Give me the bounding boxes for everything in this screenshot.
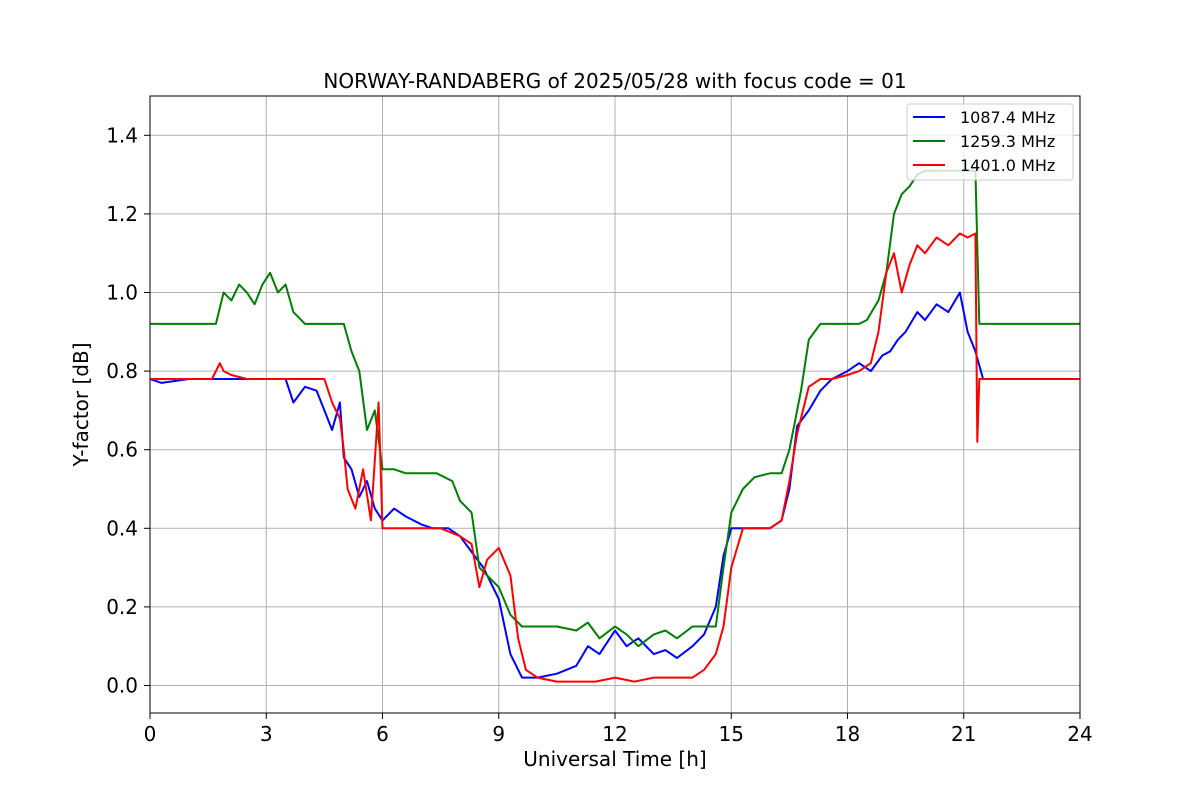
x-tick-label: 24	[1067, 722, 1092, 746]
y-tick-label: 1.0	[106, 280, 138, 304]
y-tick-label: 1.4	[106, 123, 138, 147]
grid	[149, 96, 1081, 713]
legend-label: 1401.0 MHz	[960, 156, 1055, 175]
y-axis-title: Y-factor [dB]	[69, 342, 93, 467]
y-tick-label: 0.4	[106, 516, 138, 540]
x-tick-label: 6	[376, 722, 389, 746]
y-tick-label: 0.6	[106, 438, 138, 462]
x-tick-label: 12	[602, 722, 627, 746]
x-tick-label: 9	[492, 722, 505, 746]
x-tick-label: 3	[260, 722, 273, 746]
legend-label: 1087.4 MHz	[960, 108, 1055, 127]
y-tick-label: 1.2	[106, 202, 138, 226]
x-tick-label: 0	[144, 722, 157, 746]
series-line-3	[150, 232, 1080, 683]
x-tick-label: 18	[835, 722, 860, 746]
chart-title: NORWAY-RANDABERG of 2025/05/28 with focu…	[323, 69, 906, 93]
x-axis-title: Universal Time [h]	[523, 747, 706, 771]
y-tick-label: 0.0	[106, 673, 138, 697]
axis-ticks: 0 3 6 9 12 15 18 21 24 0.0 0.2 0.4 0.6 0.8 1.0 1.2 1.4	[106, 123, 1093, 746]
y-tick-label: 0.8	[106, 359, 138, 383]
legend-label: 1259.3 MHz	[960, 132, 1055, 151]
y-tick-label: 0.2	[106, 595, 138, 619]
legend-box	[906, 103, 1074, 181]
legend: 1087.4 MHz 1259.3 MHz 1401.0 MHz	[906, 103, 1074, 181]
x-tick-label: 15	[719, 722, 744, 746]
x-tick-label: 21	[951, 722, 976, 746]
